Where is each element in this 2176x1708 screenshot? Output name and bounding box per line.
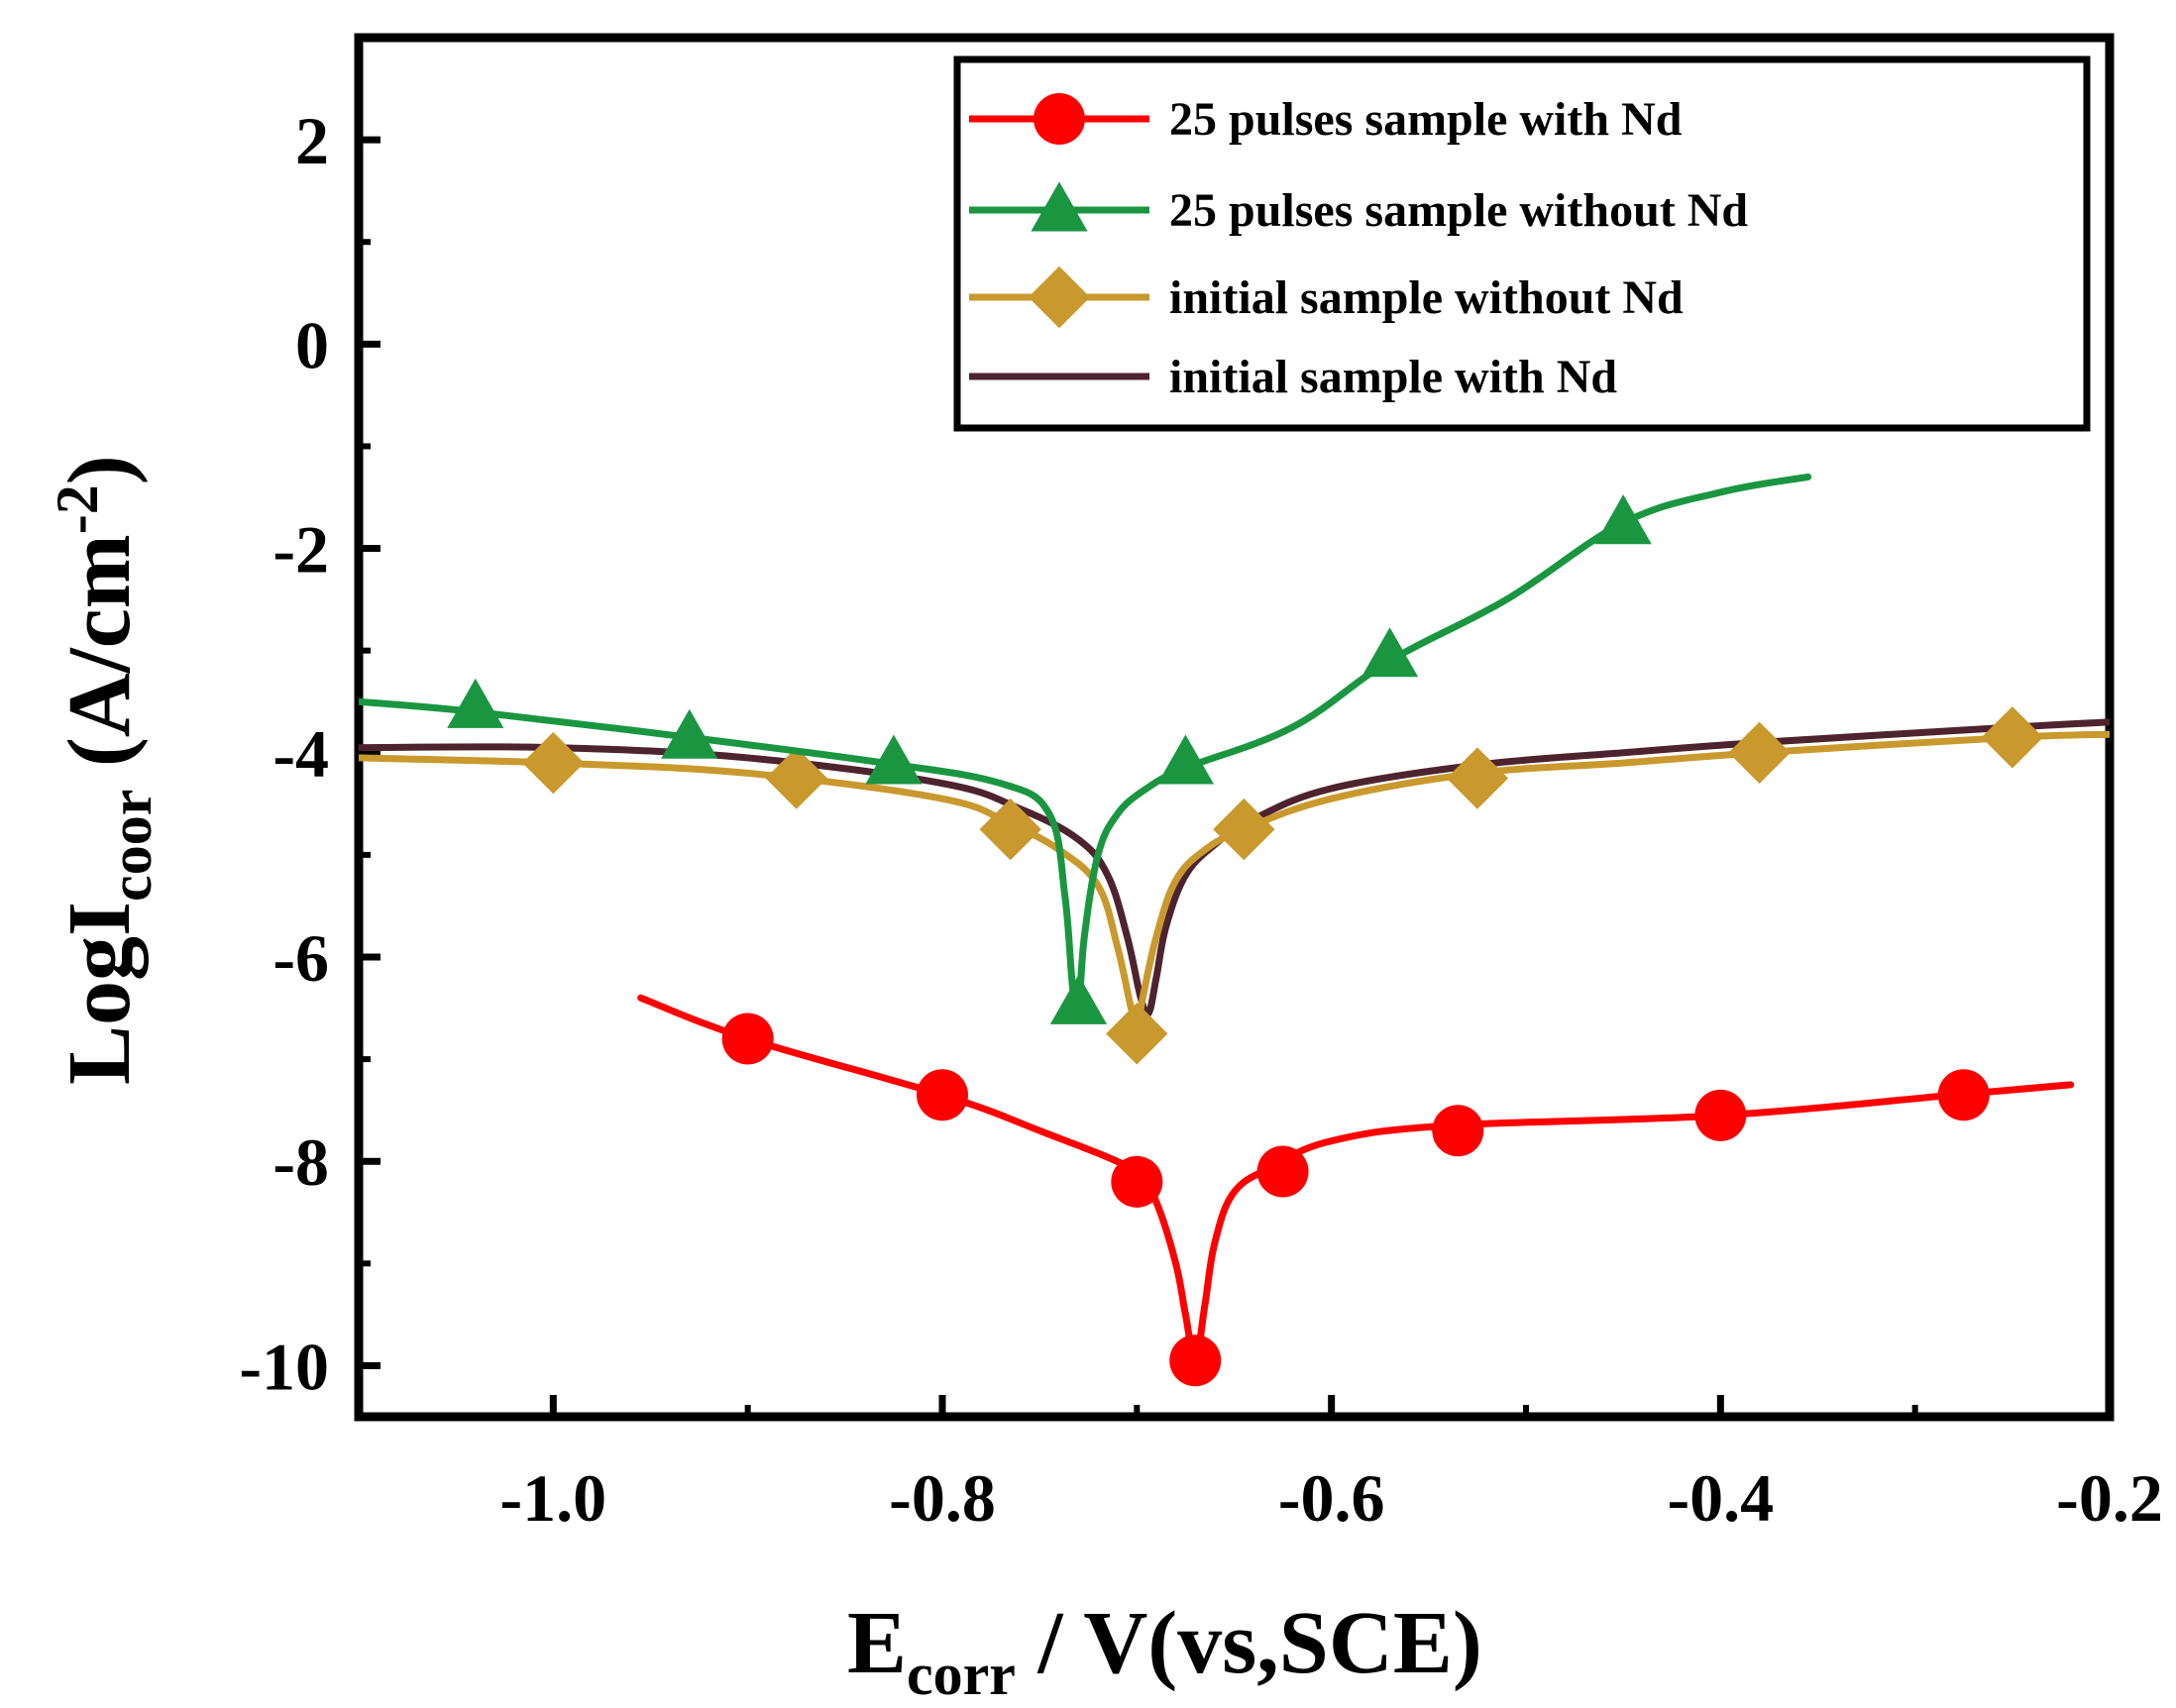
data-point (765, 747, 827, 809)
data-point (1432, 1105, 1484, 1157)
series-line (359, 730, 2110, 1032)
y-axis-title-sub: coor (98, 790, 163, 902)
data-point (865, 734, 923, 785)
data-point (1360, 627, 1419, 678)
y-axis-title-sup: -2 (45, 484, 110, 534)
data-point (1728, 721, 1791, 784)
y-tick-label: -2 (272, 512, 329, 587)
series-layer (359, 473, 2110, 1387)
data-point (1049, 974, 1108, 1024)
y-axis-title: LogIcoor (A/cm-2) (45, 455, 163, 1085)
legend-label: 25 pulses sample without Nd (1169, 184, 1748, 237)
y-axis-title-main: LogI (51, 902, 149, 1085)
x-axis-title-rest: / V(vs,SCE) (1016, 1594, 1482, 1692)
y-tick-label: 0 (295, 307, 329, 382)
y-axis-title-rest: (A/cm (51, 534, 149, 789)
x-tick-label: -0.8 (889, 1460, 996, 1536)
axis-ticks: -1.0 -0.8 -0.6 -0.4 -0.2 2 0 -2 -4 -6 -8 -10 (239, 103, 2162, 1536)
y-tick-label: -6 (272, 920, 329, 996)
legend-label: 25 pulses sample with Nd (1169, 93, 1683, 146)
data-point (661, 708, 718, 759)
series-initial-without-nd (359, 706, 2110, 1065)
x-tick-label: -0.6 (1278, 1460, 1385, 1536)
legend-label: initial sample with Nd (1169, 351, 1617, 403)
data-point (1594, 494, 1652, 545)
y-tick-label: -8 (272, 1124, 329, 1200)
legend-entry: initial sample without Nd (969, 266, 1684, 329)
data-point (1034, 93, 1085, 145)
x-axis-title: Ecorr / V(vs,SCE) (847, 1594, 1482, 1707)
series-25-pulses-without-nd (359, 473, 1812, 1024)
data-point (721, 1013, 774, 1065)
data-point (1981, 706, 2044, 769)
series-line (637, 994, 2075, 1364)
plot-area-frame (354, 33, 2115, 1422)
series-25-pulses-with-nd (637, 994, 2075, 1387)
x-axis-title-sub: corr (907, 1642, 1016, 1707)
data-point (1156, 734, 1215, 785)
data-point (1937, 1069, 1990, 1121)
x-tick-label: -0.4 (1668, 1460, 1775, 1536)
data-point (1169, 1334, 1222, 1387)
data-point (522, 731, 585, 795)
legend: 25 pulses sample with Nd 25 pulses sample… (953, 55, 2091, 432)
legend-entry: initial sample with Nd (969, 351, 1617, 403)
x-axis-title-main: E (847, 1594, 907, 1692)
series-line (359, 718, 2110, 1018)
y-tick-label: -4 (272, 716, 329, 792)
data-point (1106, 1003, 1168, 1065)
data-point (1256, 1145, 1309, 1198)
y-tick-label: -10 (239, 1329, 329, 1404)
data-point (979, 798, 1041, 861)
x-tick-label: -0.2 (2056, 1460, 2163, 1536)
series-initial-with-nd (359, 718, 2110, 1018)
data-point (917, 1069, 968, 1121)
data-point (1031, 181, 1088, 232)
legend-entry: 25 pulses sample without Nd (969, 181, 1748, 237)
data-point (1446, 747, 1509, 809)
series-line (359, 473, 1812, 1015)
data-point (1694, 1089, 1747, 1141)
y-axis-title-end: ) (51, 455, 149, 484)
data-point (1028, 266, 1091, 329)
y-tick-label: 2 (295, 103, 329, 178)
data-point (1213, 798, 1275, 861)
data-point (1111, 1155, 1163, 1208)
x-tick-label: -1.0 (500, 1460, 607, 1536)
legend-label: initial sample without Nd (1169, 271, 1684, 324)
data-point (447, 678, 504, 728)
legend-entry: 25 pulses sample with Nd (969, 93, 1683, 146)
